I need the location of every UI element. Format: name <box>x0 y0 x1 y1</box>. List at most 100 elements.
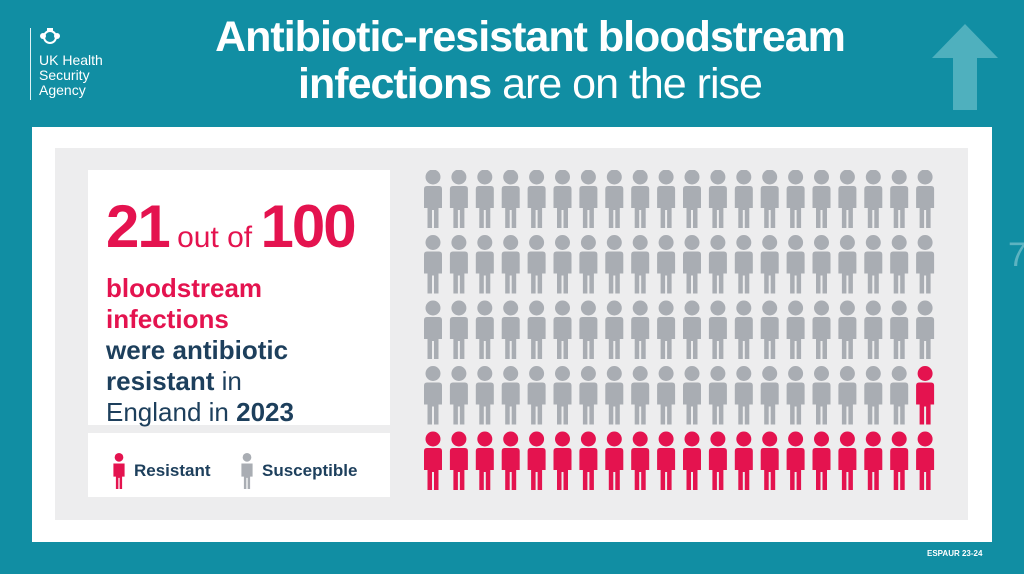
statement-year: 2023 <box>236 397 294 427</box>
person-icon-susceptible <box>812 300 831 359</box>
person-icon-susceptible <box>475 300 494 359</box>
logo-line: Security <box>39 67 90 83</box>
person-icon-susceptible <box>527 366 546 425</box>
person-icon-resistant <box>501 431 520 490</box>
person-icon-susceptible <box>424 366 442 425</box>
headline-connector: out of <box>168 221 261 254</box>
person-icon-susceptible <box>579 366 598 425</box>
person-icon-susceptible <box>424 235 442 294</box>
person-icon-susceptible <box>890 300 909 359</box>
person-icon-susceptible <box>708 170 727 228</box>
person-icon-susceptible <box>579 170 598 228</box>
infographic-panel: 21 out of 100 bloodstream infections wer… <box>32 127 992 542</box>
title-line-2-bold: infections <box>298 60 492 108</box>
person-icon-susceptible <box>864 170 883 228</box>
person-icon-resistant <box>553 431 572 490</box>
person-icon-susceptible <box>916 300 935 359</box>
person-icon-susceptible <box>916 170 935 228</box>
legend: Resistant Susceptible <box>88 433 390 497</box>
person-icon-susceptible <box>424 170 442 228</box>
person-icon-susceptible <box>631 235 650 294</box>
logo-line: Agency <box>39 82 86 98</box>
person-icon-susceptible <box>605 235 624 294</box>
person-icon-susceptible <box>553 235 572 294</box>
person-icon-susceptible <box>864 366 883 425</box>
person-icon-susceptible <box>786 170 805 228</box>
page-title: Antibiotic-resistant bloodstream infecti… <box>120 14 940 108</box>
statement: bloodstream infections were antibiotic r… <box>106 273 294 428</box>
person-icon-resistant <box>734 431 753 490</box>
person-icon-susceptible <box>527 170 546 228</box>
person-icon-susceptible <box>864 235 883 294</box>
person-icon-susceptible <box>864 300 883 359</box>
person-icon-resistant <box>916 366 935 425</box>
person-icon-susceptible <box>501 300 520 359</box>
person-icon-susceptible <box>657 366 676 425</box>
legend-susceptible: Susceptible <box>238 453 357 489</box>
person-icon-susceptible <box>812 170 831 228</box>
person-icon-resistant <box>812 431 831 490</box>
person-icon-susceptible <box>475 170 494 228</box>
person-icon-susceptible <box>424 300 442 359</box>
person-icon-susceptible <box>683 235 701 294</box>
person-icon-susceptible <box>657 235 676 294</box>
person-icon-susceptible <box>475 235 494 294</box>
person-icon-susceptible <box>760 170 779 228</box>
person-icon-resistant <box>838 431 857 490</box>
resistant-count: 21 <box>106 193 171 260</box>
person-icon-susceptible <box>708 235 727 294</box>
person-icon-susceptible <box>605 366 624 425</box>
person-icon-resistant <box>683 431 701 490</box>
person-icon-susceptible <box>786 235 805 294</box>
person-icon-resistant <box>786 431 805 490</box>
person-icon-susceptible <box>449 300 468 359</box>
total-count: 100 <box>260 193 356 260</box>
person-icon-susceptible <box>553 300 572 359</box>
person-icon-susceptible <box>605 300 624 359</box>
statement-line: infections <box>106 304 229 334</box>
pictogram-grid <box>424 170 935 490</box>
side-number: 7 <box>1008 236 1024 274</box>
person-icon-susceptible <box>527 300 546 359</box>
person-icon-susceptible <box>916 235 935 294</box>
person-icon-resistant <box>708 431 727 490</box>
ukhsa-logo: UK Health Security Agency <box>30 28 103 100</box>
legend-susceptible-label: Susceptible <box>262 461 358 480</box>
person-icon-susceptible <box>501 366 520 425</box>
person-icon-susceptible <box>734 300 753 359</box>
person-icon-susceptible <box>683 170 701 228</box>
person-icon-susceptible <box>786 300 805 359</box>
person-icon-resistant <box>760 431 779 490</box>
person-icon-susceptible <box>501 235 520 294</box>
statistic-box: 21 out of 100 bloodstream infections wer… <box>88 170 390 428</box>
statement-line: were antibiotic <box>106 335 289 365</box>
person-icon-susceptible <box>683 300 701 359</box>
person-icon-susceptible <box>475 366 494 425</box>
person-icon-resistant <box>475 431 494 490</box>
person-icon-susceptible <box>657 170 676 228</box>
person-icon-susceptible <box>838 300 857 359</box>
person-icon-susceptible <box>838 235 857 294</box>
person-icon-susceptible <box>890 366 909 425</box>
person-icon-susceptible <box>734 366 753 425</box>
person-icon-susceptible <box>708 300 727 359</box>
title-line-2-light: are on the rise <box>491 60 763 108</box>
person-icon-susceptible <box>449 366 468 425</box>
statement-line: resistant <box>106 366 215 396</box>
royal-crest-icon <box>40 28 60 44</box>
person-icon-susceptible <box>449 170 468 228</box>
title-line-1: Antibiotic-resistant bloodstream <box>215 13 846 61</box>
logo-line: UK Health <box>39 52 103 68</box>
person-icon-susceptible <box>605 170 624 228</box>
person-icon-susceptible <box>657 300 676 359</box>
person-icon-resistant <box>916 431 935 490</box>
person-icon-susceptible <box>890 170 909 228</box>
person-icon-susceptible <box>579 235 598 294</box>
person-icon-susceptible <box>527 235 546 294</box>
person-icon-resistant <box>890 431 909 490</box>
person-icon-susceptible <box>631 366 650 425</box>
person-icon-resistant <box>579 431 598 490</box>
person-icon-susceptible <box>838 170 857 228</box>
person-icon-susceptible <box>631 170 650 228</box>
person-icon-susceptible <box>760 300 779 359</box>
